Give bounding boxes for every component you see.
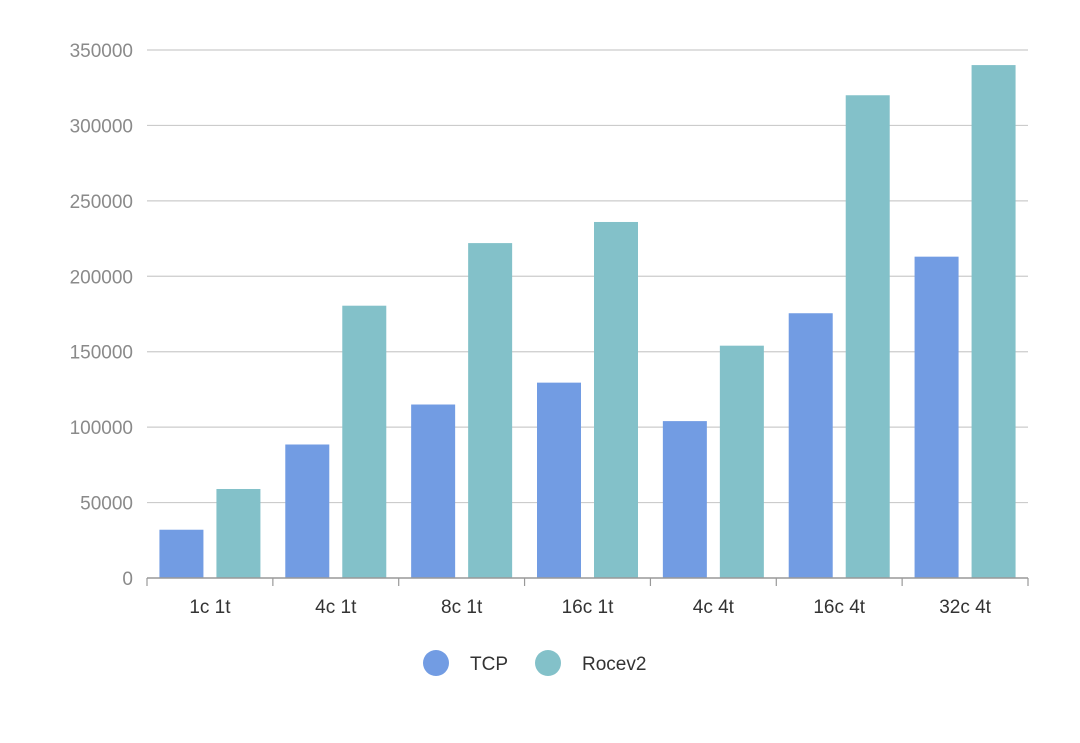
bar-rocev2-8c-1t[interactable] — [468, 243, 513, 578]
bar-tcp-4c-1t[interactable] — [285, 444, 330, 578]
bar-rocev2-16c-1t[interactable] — [594, 221, 638, 578]
bar-tcp-8c-1t[interactable] — [411, 404, 456, 578]
legend-label: Rocev2 — [582, 654, 646, 675]
y-tick-label: 50000 — [80, 494, 133, 515]
x-tick-label: 16c 1t — [562, 597, 614, 618]
bar-tcp-16c-1t[interactable] — [537, 382, 581, 578]
gridlines — [147, 49, 1028, 504]
x-tick-label: 16c 4t — [813, 597, 865, 618]
legend-item-tcp[interactable]: TCP — [423, 650, 508, 676]
y-tick-label: 250000 — [70, 192, 133, 213]
bar-tcp-4c-4t[interactable] — [662, 421, 707, 578]
y-tick-label: 100000 — [70, 418, 133, 439]
legend-item-rocev2[interactable]: Rocev2 — [535, 650, 646, 676]
x-axis — [146, 577, 1029, 586]
x-tick-label: 32c 4t — [939, 597, 991, 618]
y-tick-label: 300000 — [70, 116, 133, 137]
bar-rocev2-16c-4t[interactable] — [845, 95, 890, 578]
bar-tcp-32c-4t[interactable] — [914, 256, 959, 578]
y-axis-ticks: 0 50000 100000 150000 200000 250000 300000 3500… — [70, 41, 133, 590]
legend[interactable]: TCP Rocev2 — [423, 650, 646, 676]
y-tick-label: 150000 — [70, 343, 133, 364]
y-tick-label: 350000 — [70, 41, 133, 62]
bar-tcp-16c-4t[interactable] — [788, 313, 833, 578]
x-tick-label: 4c 1t — [315, 597, 357, 618]
bar-tcp-1c-1t[interactable] — [159, 529, 204, 578]
legend-swatch — [535, 650, 561, 676]
bar-rocev2-4c-1t[interactable] — [342, 305, 387, 578]
x-tick-label: 1c 1t — [189, 597, 231, 618]
bar-rocev2-4c-4t[interactable] — [719, 345, 764, 578]
legend-swatch — [423, 650, 449, 676]
x-tick-label: 8c 1t — [441, 597, 483, 618]
bars — [159, 65, 1016, 579]
bar-rocev2-1c-1t[interactable] — [216, 488, 261, 578]
y-tick-label: 200000 — [70, 267, 133, 288]
legend-label: TCP — [470, 654, 508, 675]
x-axis-ticks: 1c 1t 4c 1t 8c 1t 16c 1t 4c 4t 16c 4t 32c 4t — [189, 597, 991, 618]
y-tick-label: 0 — [122, 569, 133, 590]
x-tick-label: 4c 4t — [693, 597, 735, 618]
bar-rocev2-32c-4t[interactable] — [971, 65, 1016, 579]
